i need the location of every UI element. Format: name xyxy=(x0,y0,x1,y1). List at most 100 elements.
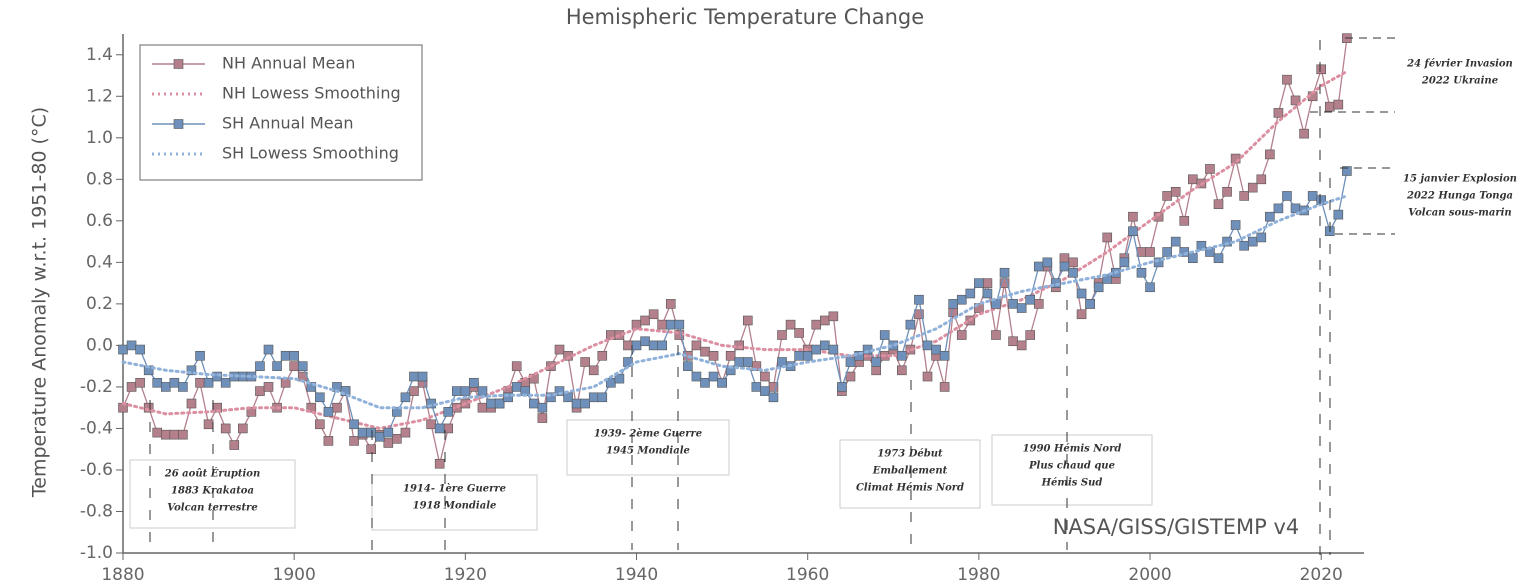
marker xyxy=(1025,294,1036,305)
marker xyxy=(597,392,608,403)
legend-marker xyxy=(173,119,184,129)
marker xyxy=(203,377,214,388)
x-tick-label: 1940 xyxy=(615,565,658,585)
marker xyxy=(1008,336,1018,347)
annotation-text: 1883 Krakatoa xyxy=(171,486,254,497)
marker xyxy=(1093,282,1104,293)
marker xyxy=(126,382,137,392)
marker xyxy=(1205,164,1215,174)
marker xyxy=(974,303,984,313)
annotation-text: 15 janvier Explosion xyxy=(1403,174,1517,185)
marker xyxy=(1213,199,1224,210)
marker xyxy=(220,423,231,434)
marker xyxy=(1136,267,1147,278)
marker xyxy=(195,377,205,388)
marker xyxy=(1230,153,1241,164)
y-tick-label: 0.0 xyxy=(86,335,113,355)
marker xyxy=(845,357,856,367)
marker xyxy=(623,340,633,351)
marker xyxy=(597,350,608,361)
marker xyxy=(323,436,334,446)
annotation-text: 2022 Ukraine xyxy=(1421,76,1498,87)
marker xyxy=(1265,149,1275,160)
marker xyxy=(135,377,145,388)
marker xyxy=(511,361,522,371)
annotation-text: 26 août Éruption xyxy=(164,468,260,480)
marker xyxy=(392,434,402,444)
marker xyxy=(931,344,941,355)
annotation-text: Hémis Sud xyxy=(1041,478,1103,489)
marker xyxy=(340,386,351,396)
marker xyxy=(563,392,573,403)
source: NASA/GISS/GISTEMP v4 xyxy=(1053,515,1300,539)
marker xyxy=(837,382,847,392)
marker xyxy=(400,392,411,403)
marker xyxy=(169,429,180,440)
marker xyxy=(794,350,804,361)
annotation-text: 2022 Hunga Tonga xyxy=(1406,191,1513,202)
marker xyxy=(760,386,770,396)
marker xyxy=(1333,99,1344,110)
marker xyxy=(965,288,976,299)
annotation-box xyxy=(371,474,538,531)
marker xyxy=(229,440,240,450)
marker xyxy=(820,315,830,326)
marker xyxy=(588,365,599,376)
marker xyxy=(700,346,710,357)
marker xyxy=(708,350,719,361)
marker xyxy=(537,413,548,423)
marker xyxy=(1076,309,1087,320)
marker xyxy=(315,419,325,430)
marker xyxy=(1016,340,1027,351)
annotation-text: 1973 Début xyxy=(877,449,943,460)
marker xyxy=(297,361,308,371)
marker xyxy=(486,398,496,409)
marker xyxy=(742,315,753,326)
marker xyxy=(554,386,565,396)
annotation-text: 24 février Invasion xyxy=(1406,59,1513,70)
y-tick-label: 0.4 xyxy=(86,252,113,272)
marker xyxy=(1033,261,1044,272)
marker xyxy=(451,386,462,396)
marker xyxy=(434,423,445,434)
marker xyxy=(1256,174,1267,185)
marker xyxy=(1016,303,1027,313)
marker xyxy=(1128,211,1138,222)
marker xyxy=(939,382,950,392)
marker xyxy=(725,350,736,361)
marker xyxy=(255,386,265,396)
marker xyxy=(1273,108,1284,118)
x-tick-label: 1960 xyxy=(786,565,829,585)
marker xyxy=(203,419,214,430)
marker xyxy=(948,307,958,317)
marker xyxy=(648,340,659,351)
marker xyxy=(956,330,967,340)
marker xyxy=(1282,191,1292,201)
marker xyxy=(1162,191,1172,201)
annotation-box xyxy=(566,419,730,476)
marker xyxy=(169,377,180,388)
annotation-box xyxy=(839,439,981,509)
marker xyxy=(785,319,796,330)
marker xyxy=(503,392,513,403)
marker xyxy=(152,427,163,438)
marker xyxy=(246,407,257,417)
marker xyxy=(1290,95,1301,106)
marker xyxy=(357,427,368,438)
marker xyxy=(777,330,787,340)
marker xyxy=(135,344,145,355)
marker xyxy=(802,350,813,361)
marker xyxy=(828,311,839,322)
marker xyxy=(820,340,830,351)
marker xyxy=(648,309,659,320)
marker xyxy=(263,382,274,392)
legend-box xyxy=(139,44,423,181)
y-tick-label: -0.2 xyxy=(80,377,113,397)
marker xyxy=(1170,236,1181,247)
annotation-text: 1945 Mondiale xyxy=(606,446,690,457)
marker xyxy=(289,361,299,371)
marker xyxy=(220,377,231,388)
marker xyxy=(494,398,505,409)
marker xyxy=(1273,203,1284,214)
marker xyxy=(1342,166,1352,176)
